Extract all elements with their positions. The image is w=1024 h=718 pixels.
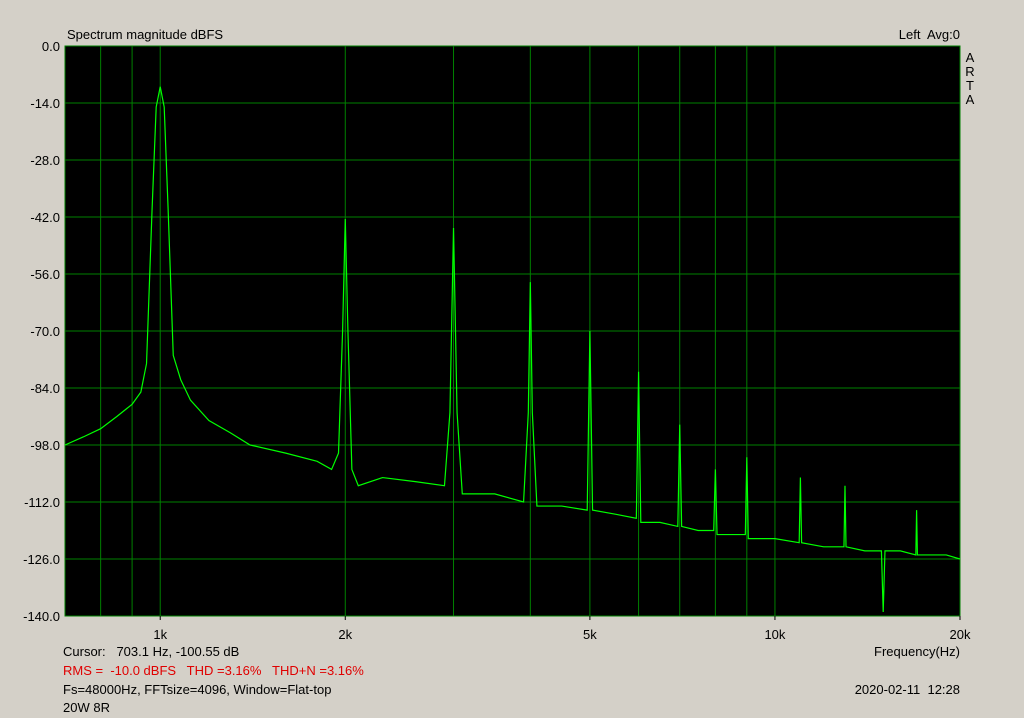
y-tick-label: -14.0: [30, 96, 60, 111]
x-tick-label: 2k: [338, 627, 352, 642]
settings-text: Fs=48000Hz, FFTsize=4096, Window=Flat-to…: [63, 682, 331, 697]
x-tick-label: 20k: [950, 627, 971, 642]
side-label: ARTA: [963, 50, 978, 106]
note: 20W 8R: [63, 700, 110, 715]
y-tick-label: -42.0: [30, 210, 60, 225]
x-tick-label: 1k: [153, 627, 167, 642]
y-tick-label: -126.0: [23, 552, 60, 567]
y-tick-label: -140.0: [23, 609, 60, 624]
x-tick-label: 5k: [583, 627, 597, 642]
spectrum-line: [64, 86, 961, 612]
chart-title: Spectrum magnitude dBFS: [67, 27, 223, 42]
x-tick-label: 10k: [764, 627, 785, 642]
y-tick-label: -56.0: [30, 267, 60, 282]
x-axis-label: Frequency(Hz): [874, 644, 960, 659]
y-tick-label: -112.0: [24, 495, 60, 510]
y-tick-label: 0.0: [42, 39, 60, 54]
timestamp: 2020-02-11 12:28: [855, 682, 960, 697]
channel-label: Left Avg:0: [899, 27, 960, 42]
y-tick-label: -28.0: [30, 153, 60, 168]
cursor-text: Cursor: 703.1 Hz, -100.55 dB: [63, 644, 239, 659]
y-tick-label: -98.0: [30, 438, 60, 453]
y-tick-label: -70.0: [30, 324, 60, 339]
y-tick-label: -84.0: [30, 381, 60, 396]
measurement-text: RMS = -10.0 dBFS THD =3.16% THD+N =3.16%: [63, 663, 364, 678]
